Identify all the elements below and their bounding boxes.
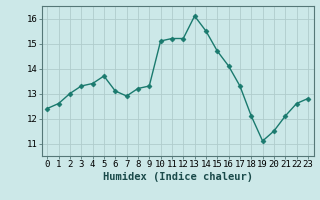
X-axis label: Humidex (Indice chaleur): Humidex (Indice chaleur) — [103, 172, 252, 182]
